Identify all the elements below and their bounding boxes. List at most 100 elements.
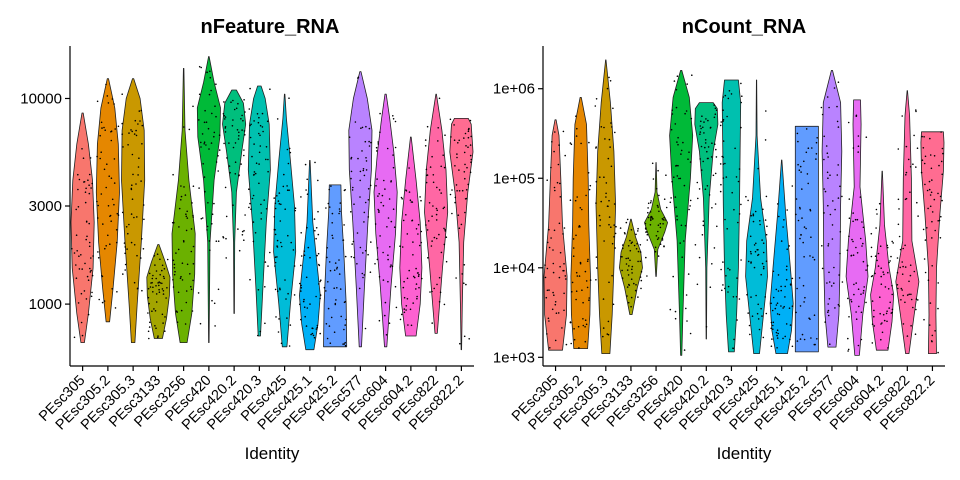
data-point bbox=[595, 256, 598, 258]
data-point bbox=[841, 195, 843, 198]
data-point bbox=[383, 179, 385, 182]
data-point bbox=[214, 105, 216, 107]
data-point bbox=[772, 296, 775, 299]
data-point bbox=[200, 66, 202, 69]
data-point bbox=[657, 237, 660, 239]
data-point bbox=[875, 227, 877, 229]
data-point bbox=[172, 173, 174, 176]
data-point bbox=[149, 286, 152, 288]
data-point bbox=[855, 311, 857, 313]
data-point bbox=[714, 172, 717, 175]
data-point bbox=[604, 138, 606, 140]
data-point bbox=[547, 317, 550, 320]
data-point bbox=[439, 291, 442, 294]
data-point bbox=[274, 202, 277, 205]
data-point bbox=[929, 137, 931, 140]
data-point bbox=[657, 206, 659, 208]
data-point bbox=[719, 124, 722, 127]
data-point bbox=[312, 334, 315, 337]
data-point bbox=[607, 157, 610, 160]
data-point bbox=[694, 244, 697, 246]
data-point bbox=[786, 248, 788, 250]
data-point bbox=[223, 114, 225, 117]
data-point bbox=[847, 121, 850, 124]
data-point bbox=[551, 141, 553, 143]
data-point bbox=[765, 110, 767, 112]
data-point bbox=[445, 236, 448, 238]
violin-pesc425-2 bbox=[323, 184, 348, 348]
data-point bbox=[436, 186, 438, 189]
data-point bbox=[256, 113, 259, 115]
data-point bbox=[673, 80, 676, 82]
data-point bbox=[241, 114, 243, 117]
data-point bbox=[659, 226, 662, 229]
violin-pesc822-2 bbox=[920, 131, 945, 354]
data-point bbox=[431, 215, 433, 217]
data-point bbox=[300, 232, 303, 234]
data-point bbox=[400, 196, 403, 199]
data-point bbox=[862, 260, 865, 263]
data-point bbox=[658, 194, 660, 197]
data-point bbox=[464, 177, 466, 180]
violin-pesc420 bbox=[196, 56, 221, 343]
data-point bbox=[97, 217, 99, 219]
data-point bbox=[369, 184, 372, 187]
data-point bbox=[125, 226, 128, 228]
data-point bbox=[274, 261, 277, 264]
data-point bbox=[166, 258, 169, 261]
data-point bbox=[387, 254, 389, 256]
data-point bbox=[405, 190, 408, 192]
x-axis-label: Identity bbox=[717, 444, 772, 463]
data-point bbox=[81, 148, 83, 150]
data-point bbox=[765, 195, 768, 198]
data-point bbox=[156, 253, 159, 255]
data-point bbox=[181, 262, 184, 265]
data-point bbox=[711, 263, 713, 265]
data-point bbox=[659, 243, 662, 245]
data-point bbox=[276, 118, 279, 120]
data-point bbox=[886, 244, 889, 247]
data-point bbox=[192, 279, 194, 282]
data-point bbox=[607, 205, 609, 208]
data-point bbox=[931, 334, 934, 337]
data-point bbox=[803, 160, 805, 163]
data-point bbox=[319, 297, 321, 300]
data-point bbox=[803, 338, 806, 341]
data-point bbox=[399, 318, 402, 321]
data-point bbox=[157, 336, 159, 339]
data-point bbox=[862, 242, 864, 245]
data-point bbox=[252, 240, 255, 243]
data-point bbox=[850, 300, 853, 303]
data-point bbox=[276, 239, 279, 242]
data-point bbox=[628, 265, 630, 267]
data-point bbox=[198, 187, 200, 189]
data-point bbox=[412, 275, 415, 278]
data-point bbox=[915, 166, 917, 168]
data-point bbox=[392, 154, 394, 156]
data-point bbox=[420, 199, 422, 202]
data-point bbox=[799, 237, 801, 240]
data-point bbox=[96, 100, 99, 103]
data-point bbox=[155, 277, 157, 280]
data-point bbox=[368, 145, 371, 147]
violin-pesc604-2 bbox=[399, 136, 423, 337]
data-point bbox=[714, 203, 717, 205]
data-point bbox=[630, 278, 633, 281]
data-point bbox=[775, 331, 778, 334]
data-point bbox=[798, 277, 801, 279]
data-point bbox=[233, 108, 236, 111]
data-point bbox=[81, 334, 84, 337]
data-point bbox=[232, 146, 235, 149]
data-point bbox=[586, 260, 589, 263]
data-point bbox=[379, 112, 381, 115]
data-point bbox=[803, 301, 805, 303]
data-point bbox=[428, 202, 431, 204]
data-point bbox=[222, 236, 224, 238]
data-point bbox=[873, 325, 876, 327]
data-point bbox=[880, 338, 882, 341]
data-point bbox=[131, 153, 134, 156]
data-point bbox=[557, 312, 560, 314]
data-point bbox=[626, 269, 629, 271]
data-point bbox=[136, 216, 138, 218]
data-point bbox=[674, 123, 677, 125]
